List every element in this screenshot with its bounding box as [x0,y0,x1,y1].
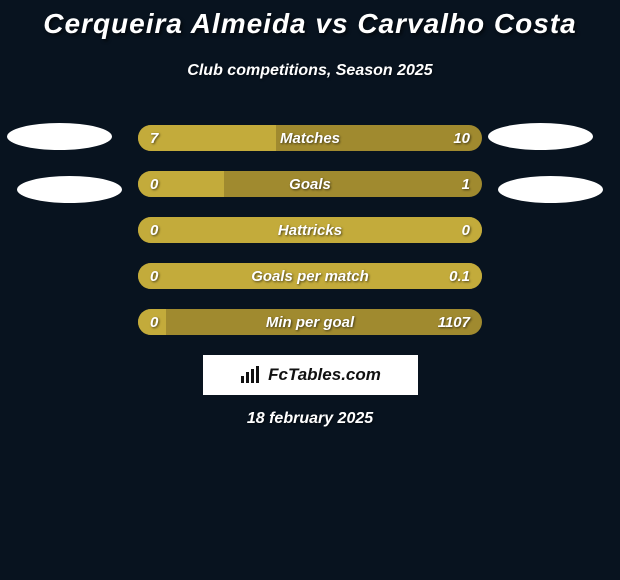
badge-left-2 [17,176,122,203]
subtitle-text: Club competitions, Season 2025 [187,62,432,79]
stat-row: 01Goals [138,171,482,197]
badge-left-1 [7,123,112,150]
stat-label: Matches [138,125,482,151]
stat-row: 00Hattricks [138,217,482,243]
stat-label: Min per goal [138,309,482,335]
stat-label: Goals per match [138,263,482,289]
stat-row: 00.1Goals per match [138,263,482,289]
stat-row: 710Matches [138,125,482,151]
title: Cerqueira Almeida vs Carvalho Costa [0,8,620,40]
brand-text: FcTables.com [268,365,381,385]
stat-row: 01107Min per goal [138,309,482,335]
comparison-infographic: Cerqueira Almeida vs Carvalho Costa Club… [0,0,620,580]
brand-bars-icon [240,366,262,384]
badge-right-1 [488,123,593,150]
date: 18 february 2025 [0,410,620,428]
brand-box: FcTables.com [203,355,418,395]
title-text: Cerqueira Almeida vs Carvalho Costa [43,8,576,39]
date-text: 18 february 2025 [247,410,373,427]
badge-right-2 [498,176,603,203]
stat-label: Goals [138,171,482,197]
brand: FcTables.com [240,365,381,385]
subtitle: Club competitions, Season 2025 [0,62,620,80]
stat-label: Hattricks [138,217,482,243]
